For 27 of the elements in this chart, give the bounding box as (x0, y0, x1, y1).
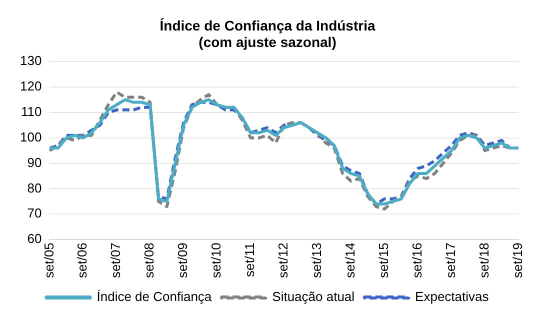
x-tick-label: set/06 (74, 242, 90, 278)
legend-label: Situação atual (272, 289, 355, 304)
y-tick-label: 80 (27, 180, 42, 196)
x-tick-label: set/08 (142, 242, 157, 278)
x-tick-label: set/19 (510, 242, 525, 278)
x-tick-label: set/17 (443, 242, 458, 278)
y-tick-label: 90 (27, 154, 42, 170)
x-tick-label: set/18 (476, 242, 492, 278)
y-tick-label: 110 (20, 104, 42, 120)
y-tick-label: 60 (27, 231, 42, 246)
x-tick-label: set/14 (342, 242, 358, 278)
y-tick-label: 130 (20, 53, 42, 68)
x-tick-label: set/09 (175, 242, 190, 278)
x-tick-label: set/07 (108, 242, 124, 278)
x-tick-label: set/10 (208, 242, 224, 278)
x-tick-label: set/16 (410, 242, 425, 278)
x-tick-label: set/11 (242, 242, 258, 278)
y-tick-label: 100 (20, 129, 42, 144)
chart-title: Índice de Confiança da Indústria (com ajuste sazonal) (160, 17, 376, 50)
legend-label: Expectativas (415, 289, 490, 304)
x-tick-label: set/13 (309, 242, 324, 278)
x-tick-label: set/15 (376, 242, 392, 278)
x-tick-label: set/12 (276, 242, 291, 278)
legend-label: Índice de Confiança (96, 289, 212, 304)
y-tick-label: 70 (27, 206, 42, 221)
x-tick-label: set/05 (41, 242, 56, 278)
y-tick-label: 120 (20, 78, 42, 94)
